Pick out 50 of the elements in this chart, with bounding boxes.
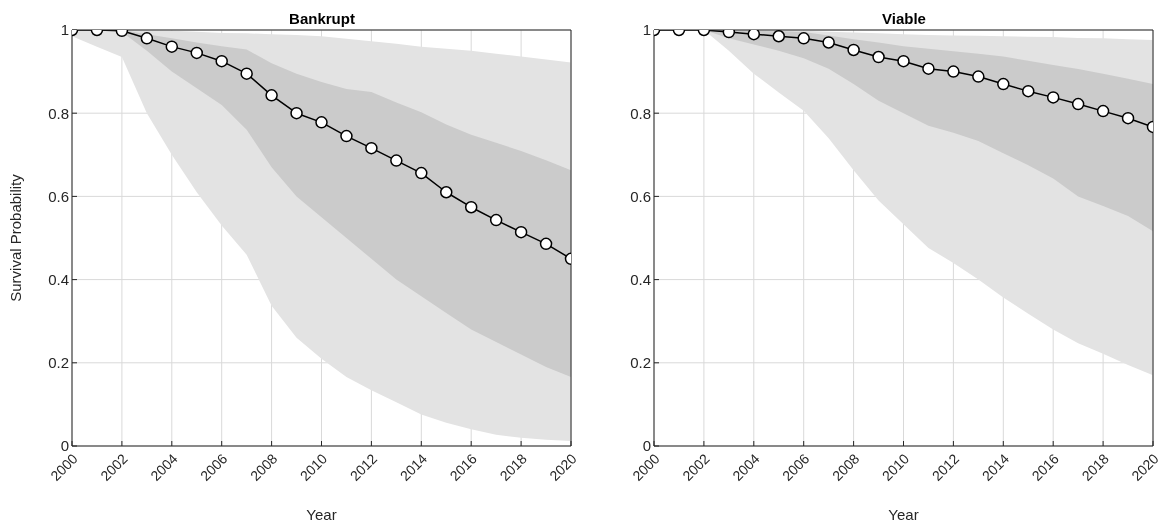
y-tick-label: 1 xyxy=(60,21,69,39)
point xyxy=(1046,91,1060,104)
point xyxy=(140,32,154,45)
point xyxy=(489,213,503,227)
y-axis-title: Survival Probability xyxy=(7,173,25,302)
y-tick-label: 0.4 xyxy=(630,270,651,288)
chart-title: Viable xyxy=(881,10,927,27)
y-tick-label: 0.6 xyxy=(630,187,651,205)
point xyxy=(822,36,835,49)
point xyxy=(947,65,960,78)
point xyxy=(1022,84,1035,98)
point xyxy=(847,43,860,57)
point xyxy=(797,32,810,45)
point xyxy=(340,129,353,143)
point xyxy=(922,62,935,75)
y-tick-label: 0.6 xyxy=(48,187,69,205)
x-axis-title: Year xyxy=(306,506,337,523)
point xyxy=(265,89,278,102)
point xyxy=(240,67,253,80)
point xyxy=(165,40,179,53)
point xyxy=(440,185,453,199)
point xyxy=(539,237,553,251)
point xyxy=(514,225,528,239)
y-tick-label: 0.8 xyxy=(48,104,69,122)
point xyxy=(747,30,761,41)
y-tick-label: 0.2 xyxy=(630,354,651,372)
y-tick-label: 0.2 xyxy=(48,354,69,372)
point xyxy=(972,70,985,83)
point xyxy=(464,200,478,214)
point xyxy=(872,50,885,64)
y-tick-label: 0 xyxy=(642,437,651,455)
point xyxy=(190,46,203,60)
point xyxy=(390,154,403,167)
y-tick-label: 0 xyxy=(60,437,69,455)
point xyxy=(772,30,785,43)
point xyxy=(897,54,910,68)
point xyxy=(997,77,1010,91)
y-tick-label: 1 xyxy=(642,21,651,39)
point xyxy=(315,116,328,129)
point xyxy=(365,141,378,155)
chart-title: Bankrupt xyxy=(288,10,356,27)
x-axis-title: Year xyxy=(888,506,919,523)
point xyxy=(215,54,228,68)
point xyxy=(1121,111,1135,125)
point xyxy=(415,166,428,180)
y-tick-label: 0.4 xyxy=(48,270,69,288)
point xyxy=(1096,104,1110,118)
y-tick-label: 0.8 xyxy=(630,104,651,122)
point xyxy=(290,106,303,120)
point xyxy=(1071,97,1085,111)
